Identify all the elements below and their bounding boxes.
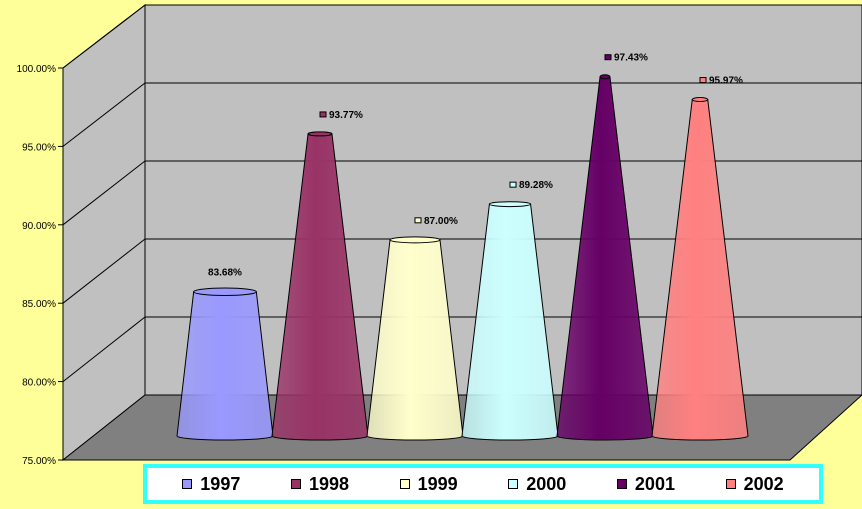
side-wall: [62, 3, 146, 462]
legend-swatch: [725, 479, 736, 489]
legend-swatch: [290, 479, 301, 489]
legend-label: 2002: [743, 473, 784, 494]
cone-top: [691, 97, 709, 103]
y-tick-label: 95.00%: [22, 142, 56, 153]
y-tick-label: 80.00%: [22, 378, 56, 389]
legend-swatch: [508, 479, 519, 489]
grid-line-side: [62, 4, 146, 69]
data-label-key: [319, 111, 327, 118]
data-label: 93.77%: [329, 110, 363, 121]
y-tick-label: 85.00%: [22, 299, 56, 310]
legend-item: 2001: [616, 473, 675, 495]
grid-line-side: [62, 316, 146, 382]
grid-line-side: [62, 160, 146, 226]
y-tick-label: 90.00%: [22, 221, 56, 232]
cone-top: [193, 287, 257, 297]
legend: 1997 1998 1999 2000 2001 2002: [143, 464, 823, 504]
legend-label: 2001: [634, 473, 675, 494]
cone-1999: [366, 236, 464, 441]
y-tick-label: 100.00%: [17, 64, 57, 75]
legend-item: 1997: [182, 474, 240, 495]
cone-2002: [651, 97, 749, 441]
grid-line-side: [62, 82, 146, 147]
legend-label: 1999: [417, 473, 458, 494]
cone-top: [389, 236, 441, 244]
data-label: 95.97%: [709, 76, 743, 87]
legend-swatch: [399, 479, 410, 489]
cone-top: [488, 201, 532, 208]
data-label-key: [699, 77, 707, 84]
cone-body: [176, 291, 274, 441]
data-label: 83.68%: [208, 268, 242, 279]
cone-body: [651, 99, 749, 441]
data-label-key: [414, 217, 422, 224]
legend-item: 2000: [508, 474, 566, 495]
legend-item: 1999: [399, 473, 458, 495]
data-label-key: [509, 181, 517, 188]
cone-top: [599, 74, 611, 80]
data-label: 89.28%: [519, 180, 553, 191]
data-label: 97.43%: [614, 53, 648, 64]
cone-1997: [176, 287, 274, 441]
y-tick-labels: 75.00% 80.00% 85.00% 90.00% 95.00% 100.00%: [17, 64, 57, 467]
grid-line-side: [62, 238, 146, 304]
cone-top: [307, 131, 333, 137]
cone-2000: [461, 201, 559, 441]
legend-label: 1997: [200, 473, 241, 494]
data-labels: 83.68% 93.77% 87.00% 89.28% 97.43% 95.97%: [208, 53, 743, 279]
legend-item: 1998: [290, 473, 349, 495]
y-tick-label: 75.00%: [22, 456, 56, 467]
legend-item: 2002: [725, 473, 784, 495]
legend-label: 2000: [526, 473, 567, 494]
data-label-key: [604, 54, 612, 61]
legend-swatch: [616, 479, 627, 489]
legend-swatch: [182, 479, 193, 489]
data-label: 87.00%: [424, 216, 458, 227]
legend-label: 1998: [308, 473, 349, 494]
cones: [176, 74, 749, 441]
